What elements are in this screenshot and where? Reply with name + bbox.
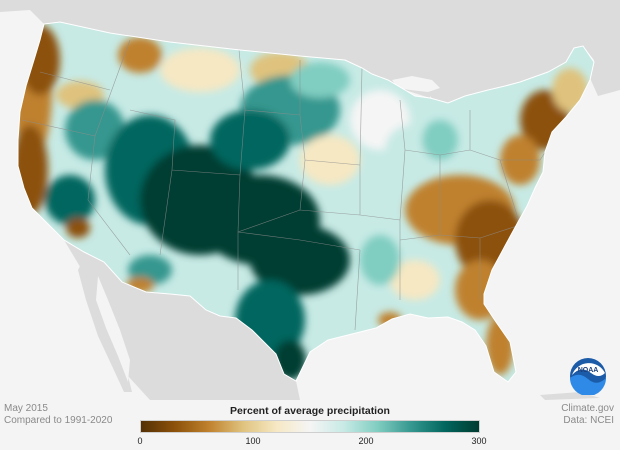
legend-colorbar <box>140 420 480 433</box>
precipitation-map: NOAA <box>0 0 620 400</box>
legend-title: Percent of average precipitation <box>230 405 390 417</box>
legend-tick-0: 0 <box>137 436 143 446</box>
us-outline <box>17 21 595 383</box>
noaa-logo-icon: NOAA <box>570 358 606 395</box>
source-info: Climate.gov Data: NCEI <box>561 403 614 427</box>
legend-tick-200: 200 <box>358 436 374 446</box>
noaa-logo-text: NOAA <box>578 367 599 374</box>
data-credit-label: Data: NCEI <box>563 415 614 426</box>
map-footer: May 2015 Compared to 1991-2020 Percent o… <box>0 400 620 450</box>
legend-tick-100: 100 <box>245 436 261 446</box>
source-label: Climate.gov <box>561 403 614 414</box>
date-label: May 2015 <box>4 403 48 414</box>
comparison-label: Compared to 1991-2020 <box>4 415 113 426</box>
legend-tick-300: 300 <box>471 436 487 446</box>
baja-peninsula <box>78 262 132 392</box>
state-boundaries <box>21 39 581 331</box>
canada-land <box>0 0 620 103</box>
date-info: May 2015 Compared to 1991-2020 <box>4 403 112 427</box>
